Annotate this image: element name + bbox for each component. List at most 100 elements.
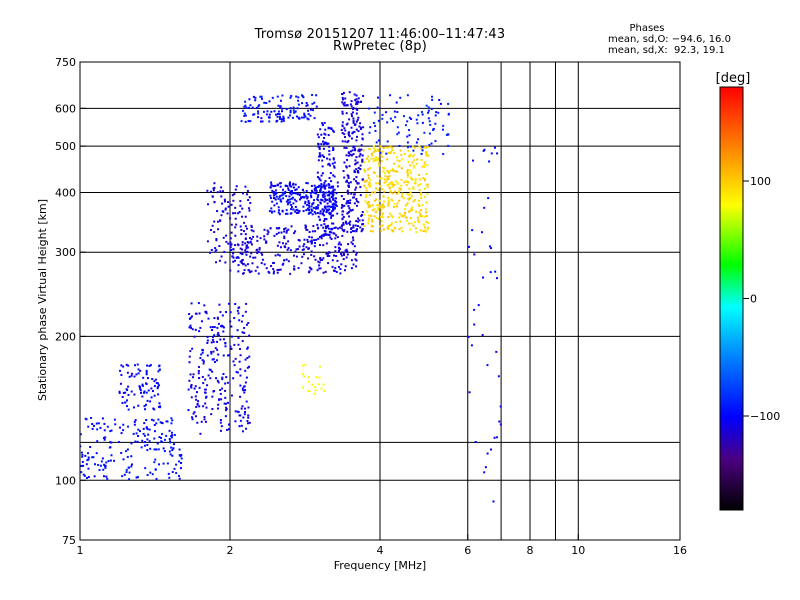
scatter-point [249, 120, 252, 123]
scatter-point [279, 99, 282, 102]
scatter-point [396, 133, 399, 136]
scatter-point [346, 230, 349, 233]
scatter-point [332, 147, 335, 150]
scatter-point [246, 189, 249, 192]
scatter-point [288, 181, 291, 184]
scatter-point [285, 195, 288, 198]
scatter-point [308, 208, 311, 211]
scatter-point [134, 440, 137, 443]
scatter-point [243, 385, 246, 388]
scatter-point [400, 167, 403, 170]
scatter-point [279, 268, 282, 271]
scatter-point [192, 373, 195, 376]
scatter-point [217, 398, 220, 401]
scatter-point [389, 191, 392, 194]
scatter-point [309, 211, 312, 214]
scatter-point [344, 129, 347, 132]
scatter-point [321, 172, 324, 175]
scatter-point [168, 450, 171, 453]
scatter-point [346, 189, 349, 192]
scatter-point [138, 385, 141, 388]
scatter-point [316, 211, 319, 214]
scatter-point [317, 215, 320, 218]
scatter-point [293, 265, 296, 268]
scatter-point [290, 191, 293, 194]
scatter-point [336, 259, 339, 262]
scatter-point [371, 230, 374, 233]
scatter-point [180, 457, 183, 460]
scatter-point [357, 130, 360, 133]
scatter-point [369, 184, 372, 187]
scatter-point [330, 127, 333, 130]
scatter-point [352, 107, 355, 110]
scatter-point [153, 380, 156, 383]
scatter-point [87, 476, 90, 479]
scatter-point [302, 210, 305, 213]
scatter-point [238, 425, 241, 428]
scatter-point [442, 153, 445, 156]
scatter-point [341, 205, 344, 208]
scatter-point [262, 110, 265, 113]
scatter-point [289, 96, 292, 99]
scatter-point [235, 185, 238, 188]
scatter-point [239, 347, 242, 350]
scatter-point [345, 222, 348, 225]
scatter-point [329, 200, 332, 203]
x-tick-label: 6 [464, 544, 471, 557]
scatter-point [241, 340, 244, 343]
scatter-point [373, 111, 376, 114]
scatter-point [213, 317, 216, 320]
scatter-point [310, 250, 313, 253]
scatter-point [346, 122, 349, 125]
scatter-point [204, 388, 207, 391]
scatter-point [163, 438, 166, 441]
scatter-point [345, 202, 348, 205]
scatter-point [310, 242, 313, 245]
scatter-point [232, 256, 235, 259]
scatter-point [424, 145, 427, 148]
scatter-point [314, 389, 317, 392]
scatter-point [374, 149, 377, 152]
scatter-point [195, 398, 198, 401]
scatter-point [251, 106, 254, 109]
scatter-point [368, 194, 371, 197]
scatter-point [260, 97, 263, 100]
scatter-point [421, 204, 424, 207]
scatter-point [316, 186, 319, 189]
scatter-point [424, 208, 427, 211]
scatter-point [92, 456, 95, 459]
scatter-point [425, 154, 428, 157]
scatter-point [275, 120, 278, 123]
scatter-point [368, 159, 371, 162]
scatter-point [284, 212, 287, 215]
scatter-point [158, 365, 161, 368]
scatter-point [359, 168, 362, 171]
scatter-point [364, 180, 367, 183]
scatter-point [222, 354, 225, 357]
scatter-point [397, 131, 400, 134]
scatter-point [420, 192, 423, 195]
scatter-point [244, 114, 247, 117]
scatter-point [142, 376, 145, 379]
scatter-point [269, 227, 272, 230]
scatter-point [151, 473, 154, 476]
scatter-point [341, 101, 344, 104]
scatter-point [215, 249, 218, 252]
scatter-point [337, 243, 340, 246]
scatter-point [417, 184, 420, 187]
scatter-point [282, 262, 285, 265]
scatter-point [318, 376, 321, 379]
scatter-point [370, 152, 373, 155]
scatter-point [201, 359, 204, 362]
scatter-point [367, 183, 370, 186]
scatter-point [273, 210, 276, 213]
scatter-point [312, 202, 315, 205]
scatter-point [324, 270, 327, 273]
scatter-point [477, 304, 480, 307]
x-tick-label: 1 [77, 544, 84, 557]
scatter-point [126, 455, 129, 458]
scatter-point [215, 359, 218, 362]
scatter-point [310, 194, 313, 197]
scatter-point [327, 252, 330, 255]
scatter-point [323, 156, 326, 159]
